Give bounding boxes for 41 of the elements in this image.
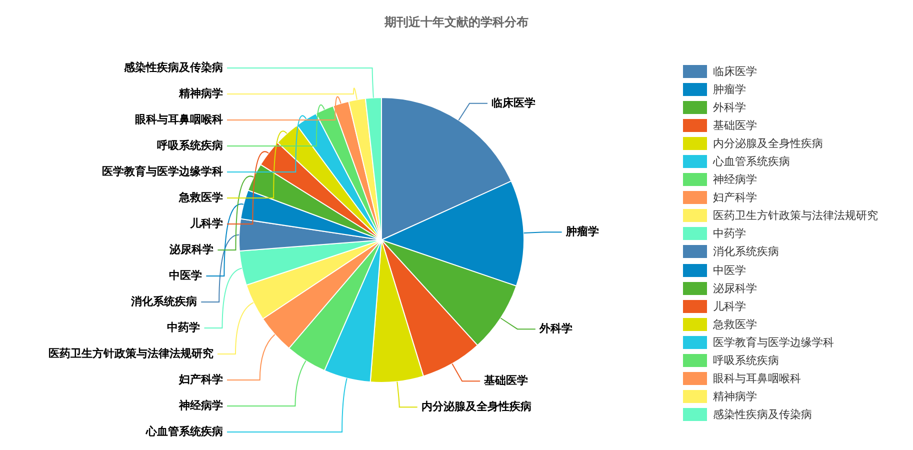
legend-label: 医学教育与医学边缘学科 [713,334,834,350]
slice-label: 神经病学 [178,398,223,412]
slice-label: 基础医学 [483,374,528,387]
legend-label: 医药卫生方针政策与法律法规研究 [713,208,878,224]
legend-label: 神经病学 [713,172,757,188]
slice-label: 儿科学 [189,216,223,230]
slice-label: 眼科与耳鼻咽喉科 [135,112,223,126]
slice-label: 外科学 [538,322,572,335]
legend-label: 外科学 [713,100,746,115]
slice-label: 医药卫生方针政策与法律法规研究 [48,346,214,360]
legend-label: 呼吸系统疾病 [713,353,779,368]
slice-label: 急救医学 [178,190,223,204]
slice-label: 消化系统疾病 [130,294,198,308]
legend-label: 感染性疾病及传染病 [713,407,812,422]
legend-label: 心血管系统疾病 [713,154,790,170]
legend-label: 中医学 [713,262,746,278]
legend-label: 眼科与耳鼻咽喉科 [713,371,801,386]
slice-label: 心血管系统疾病 [145,424,223,438]
chart-title: 期刊近十年文献的学科分布 [384,14,530,31]
legend-label: 中药学 [713,226,746,242]
legend-label: 肿瘤学 [713,82,746,97]
slice-label: 肿瘤学 [564,224,599,238]
slice-label: 中药学 [167,320,200,334]
slice-label: 精神病学 [178,86,223,100]
legend-label: 妇产科学 [713,190,757,206]
legend-label: 内分泌腺及全身性疾病 [713,136,823,151]
legend-label: 儿科学 [713,298,746,314]
slice-label: 感染性疾病及传染病 [123,60,223,74]
slice-label: 医学教育与医学边缘学科 [102,164,223,178]
slice-label: 中医学 [169,268,202,282]
legend-label: 临床医学 [713,64,757,79]
legend-label: 基础医学 [713,118,757,133]
slice-label: 妇产科学 [178,372,223,386]
legend-label: 消化系统疾病 [713,244,779,260]
slice-label: 临床医学 [492,96,536,110]
legend-label: 精神病学 [713,389,757,404]
slice-label: 泌尿科学 [168,242,214,256]
slice-label: 内分泌腺及全身性疾病 [421,400,532,413]
slice-label: 呼吸系统疾病 [157,138,223,152]
legend-label: 急救医学 [713,316,757,332]
legend-label: 泌尿科学 [713,280,757,296]
